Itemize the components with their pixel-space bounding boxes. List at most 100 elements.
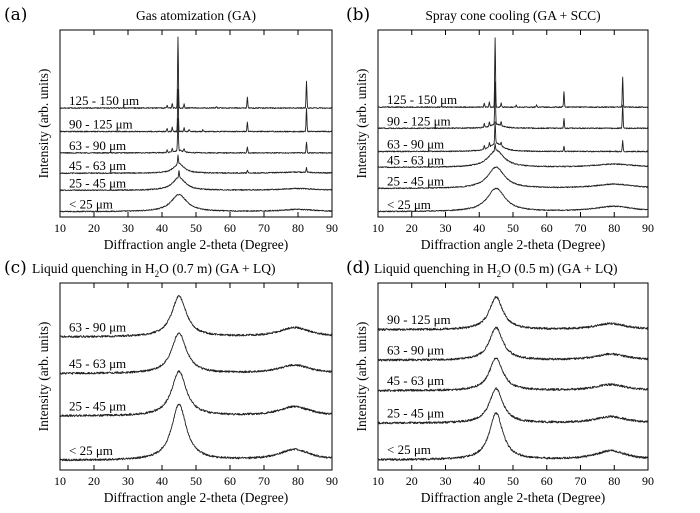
- series-label: 125 - 150 μm: [69, 93, 139, 108]
- chart-panel-1: (a) Gas atomization (GA) 10 20 30 40 50 60 70 80 9…: [4, 5, 338, 252]
- series-label: 63 - 90 μm: [387, 137, 444, 152]
- series-label: 25 - 45 μm: [69, 399, 126, 414]
- x-tick-label: 90: [326, 221, 338, 235]
- x-tick-label: 50: [190, 474, 202, 488]
- series-line: [59, 193, 333, 213]
- y-axis-label: Intensity (arb. units): [36, 69, 51, 179]
- series-line: [59, 154, 333, 175]
- x-tick-label: 30: [440, 474, 452, 488]
- panel-title: Spray cone cooling (GA + SCC): [425, 8, 600, 23]
- series-line: [377, 81, 649, 130]
- series-label: 45 - 63 μm: [69, 158, 126, 173]
- x-tick-label: 60: [224, 221, 236, 235]
- x-tick-label: 10: [54, 221, 66, 235]
- series-line: [377, 326, 649, 362]
- series-label: < 25 μm: [69, 443, 113, 458]
- series-label: 125 - 150 μm: [387, 92, 457, 107]
- series-label: 25 - 45 μm: [387, 406, 444, 421]
- series-line: [59, 403, 333, 462]
- x-axis-label: Diffraction angle 2-theta (Degree): [421, 490, 606, 505]
- series-label: 63 - 90 μm: [69, 320, 126, 335]
- x-axis-label: Diffraction angle 2-theta (Degree): [104, 237, 289, 252]
- series-label: < 25 μm: [387, 442, 431, 457]
- series-label: 45 - 63 μm: [387, 152, 444, 167]
- series-line: [59, 332, 333, 375]
- series-line: [377, 37, 649, 109]
- series-label: 25 - 45 μm: [387, 174, 444, 189]
- panel-letter: (d): [346, 258, 370, 278]
- series-label: 45 - 63 μm: [387, 373, 444, 388]
- y-axis-label: Intensity (arb. units): [36, 322, 51, 432]
- series-line: [59, 36, 333, 109]
- series-label: 45 - 63 μm: [69, 356, 126, 371]
- series-line: [377, 412, 649, 461]
- series-line: [377, 166, 649, 190]
- series-label: 25 - 45 μm: [69, 175, 126, 190]
- x-tick-label: 10: [54, 474, 66, 488]
- x-tick-label: 90: [642, 474, 654, 488]
- series-label: 63 - 90 μm: [69, 138, 126, 153]
- series-line: [377, 296, 649, 331]
- x-tick-label: 20: [88, 474, 100, 488]
- x-tick-label: 50: [190, 221, 202, 235]
- x-tick-label: 20: [406, 221, 418, 235]
- series-line: [59, 295, 333, 338]
- x-axis-label: Diffraction angle 2-theta (Degree): [104, 490, 289, 505]
- x-tick-label: 70: [575, 221, 587, 235]
- x-tick-label: 70: [575, 474, 587, 488]
- x-tick-label: 80: [292, 221, 304, 235]
- panel-letter: (b): [346, 5, 370, 25]
- panel-letter: (a): [4, 5, 27, 25]
- x-tick-label: 50: [507, 221, 519, 235]
- panel-letter: (c): [4, 258, 27, 278]
- panel-title: Liquid quenching in H2O (0.7 m) (GA + LQ…: [32, 261, 275, 279]
- x-tick-label: 40: [473, 474, 485, 488]
- x-tick-label: 30: [122, 221, 134, 235]
- chart-panel-4: (d) Liquid quenching in H2O (0.5 m) (GA +…: [346, 258, 654, 505]
- x-tick-label: 80: [292, 474, 304, 488]
- x-tick-label: 70: [258, 221, 270, 235]
- series-line: [59, 370, 333, 418]
- x-axis-label: Diffraction angle 2-theta (Degree): [421, 237, 606, 252]
- x-tick-label: 20: [88, 221, 100, 235]
- series-line: [377, 357, 649, 392]
- x-tick-label: 30: [440, 221, 452, 235]
- series-line: [59, 88, 333, 133]
- series-line: [377, 387, 649, 425]
- series-label: < 25 μm: [387, 197, 431, 212]
- x-tick-label: 80: [608, 221, 620, 235]
- y-axis-label: Intensity (arb. units): [354, 322, 369, 432]
- series-line: [377, 187, 649, 213]
- x-tick-label: 70: [258, 474, 270, 488]
- series-label: 63 - 90 μm: [387, 343, 444, 358]
- x-tick-label: 90: [642, 221, 654, 235]
- panel-title: Gas atomization (GA): [136, 8, 256, 23]
- series-line: [59, 170, 333, 192]
- x-tick-label: 60: [541, 474, 553, 488]
- series-line: [377, 121, 649, 153]
- x-tick-label: 80: [608, 474, 620, 488]
- series-line: [59, 117, 333, 154]
- x-tick-label: 20: [406, 474, 418, 488]
- series-line: [377, 143, 649, 169]
- x-tick-label: 40: [156, 474, 168, 488]
- x-tick-label: 90: [326, 474, 338, 488]
- chart-panel-3: (c) Liquid quenching in H2O (0.7 m) (GA +…: [4, 258, 338, 505]
- x-tick-label: 50: [507, 474, 519, 488]
- series-label: 90 - 125 μm: [387, 113, 451, 128]
- plot-frame: [59, 282, 333, 471]
- series-label: 90 - 125 μm: [69, 117, 133, 132]
- x-tick-label: 60: [541, 221, 553, 235]
- chart-panel-2: (b) Spray cone cooling (GA + SCC) 10 20 30 40…: [346, 5, 654, 252]
- y-axis-label: Intensity (arb. units): [354, 69, 369, 179]
- x-tick-label: 30: [122, 474, 134, 488]
- panel-title: Liquid quenching in H2O (0.5 m) (GA + LQ…: [374, 261, 617, 279]
- x-tick-label: 40: [156, 221, 168, 235]
- x-tick-label: 10: [372, 474, 384, 488]
- x-tick-label: 60: [224, 474, 236, 488]
- series-label: 90 - 125 μm: [387, 312, 451, 327]
- x-tick-label: 10: [372, 221, 384, 235]
- x-tick-label: 40: [473, 221, 485, 235]
- series-label: < 25 μm: [69, 197, 113, 212]
